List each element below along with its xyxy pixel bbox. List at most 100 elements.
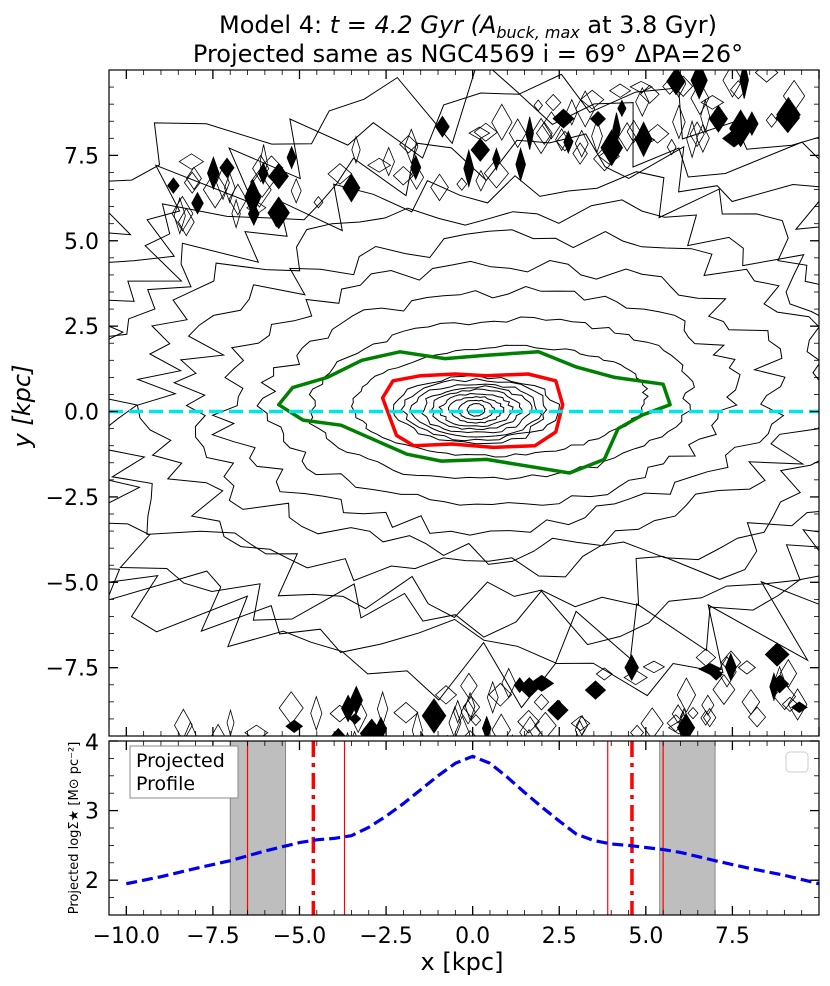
noise-contour <box>481 715 492 736</box>
outer-contour <box>109 171 819 619</box>
noise-contour <box>356 751 363 769</box>
noise-contour <box>670 70 687 98</box>
noise-contour <box>382 146 395 177</box>
noise-contour <box>618 122 637 152</box>
noise-contour <box>211 723 226 736</box>
noise-contour <box>570 715 591 732</box>
profile-annotation-box: Projected Profile <box>129 745 239 799</box>
noise-contour <box>700 95 725 110</box>
outer-contour <box>256 285 741 506</box>
noise-contour <box>335 739 357 773</box>
noise-contour <box>666 714 685 733</box>
noise-contour <box>703 707 717 728</box>
noise-contour <box>696 123 710 154</box>
noise-contour <box>563 130 574 154</box>
noise-contour <box>584 680 607 700</box>
empty-legend-box <box>785 751 809 773</box>
profile-x-tick-label: 2.5 <box>542 924 577 949</box>
noise-contour <box>258 161 269 185</box>
noise-contour <box>624 654 639 682</box>
noise-contour <box>491 103 513 141</box>
noise-contour <box>776 96 801 133</box>
noise-contour <box>764 642 790 667</box>
noise-contour <box>269 203 283 228</box>
noise-contour <box>171 195 194 232</box>
noise-contour <box>191 191 204 215</box>
noise-contour <box>246 200 267 215</box>
noise-contour <box>600 129 623 167</box>
chart-title-line-2: Projected same as NGC4569 i = 69° ΔPA=26… <box>193 40 743 68</box>
noise-contour <box>296 754 310 783</box>
noise-contour <box>410 752 432 766</box>
noise-contour <box>773 682 797 711</box>
noise-contour <box>717 656 737 688</box>
noise-contour <box>342 173 361 203</box>
noise-contour <box>754 70 779 83</box>
noise-contour <box>313 195 324 209</box>
noise-contour <box>454 715 471 736</box>
noise-contour <box>617 99 627 118</box>
noise-contour <box>435 115 450 138</box>
contour-panel: −7.5 −5.0 −2.5 0.0 2.5 5.0 7.5 y [kpc] 4 <box>8 69 820 786</box>
contour-layer <box>109 70 819 786</box>
noise-contour <box>216 165 230 201</box>
inner-contour <box>447 396 505 424</box>
title-subscript: buck, max <box>496 23 580 42</box>
noise-contour <box>177 207 195 237</box>
noise-contour <box>226 708 235 736</box>
noise-contour <box>409 164 425 190</box>
noise-contour <box>207 156 220 191</box>
noise-contour <box>267 196 290 230</box>
noise-contour <box>700 710 711 726</box>
noise-contour <box>700 98 711 135</box>
noise-contour <box>676 713 696 736</box>
contour-y-tick-label: −7.5 <box>46 657 99 682</box>
noise-contour <box>524 728 534 736</box>
outer-contour <box>172 229 819 565</box>
noise-contour <box>690 70 708 100</box>
noise-contour <box>630 724 645 736</box>
noise-contour <box>330 749 350 786</box>
contour-y-tick-label: 5.0 <box>64 230 99 255</box>
chart-title-line-1: Model 4: t = 4.2 Gyr (Abuck, max at 3.8 … <box>219 11 717 42</box>
profile-y-ticks: 23 <box>85 740 819 916</box>
noise-contour <box>575 90 596 128</box>
noise-contour <box>483 158 510 189</box>
shaded-band <box>659 741 716 915</box>
shaded-band <box>229 741 287 915</box>
noise-contour <box>739 70 749 99</box>
noise-contour <box>183 721 197 736</box>
noise-contour <box>463 148 475 189</box>
noise-contour <box>219 157 235 179</box>
noise-contour <box>666 70 686 96</box>
profile-layer <box>125 741 819 915</box>
noise-contour <box>533 99 544 112</box>
noise-contour <box>247 171 272 208</box>
green-contour <box>276 350 672 475</box>
profile-x-tick-label: −7.5 <box>186 924 239 949</box>
noise-contour <box>285 719 304 734</box>
noise-contour <box>666 138 677 156</box>
profile-x-axis-label: x [kpc] <box>421 948 504 976</box>
contour-y-tick-label: 2.5 <box>64 315 99 340</box>
noise-contour <box>626 119 641 144</box>
noise-contour <box>411 710 423 736</box>
contour-y-tick-label: 0.0 <box>64 401 99 426</box>
noise-contour <box>167 177 180 194</box>
noise-contour <box>404 128 419 165</box>
noise-contour <box>468 126 491 140</box>
noise-contour <box>642 660 666 674</box>
title-math: t = 4.2 Gyr (A <box>330 11 497 39</box>
noise-contour <box>525 116 534 150</box>
noise-contour <box>724 652 737 682</box>
contour-y-ticks: −7.5 −5.0 −2.5 0.0 2.5 5.0 7.5 <box>46 144 819 682</box>
noise-contour <box>529 117 553 155</box>
noise-contour <box>672 104 686 140</box>
profile-annotation-line-2: Profile <box>136 773 195 795</box>
profile-y-tick-label: 2 <box>85 869 99 894</box>
noise-contour <box>741 689 761 716</box>
noise-contour <box>554 699 565 716</box>
noise-contour <box>709 668 723 681</box>
noise-contour <box>488 682 513 707</box>
